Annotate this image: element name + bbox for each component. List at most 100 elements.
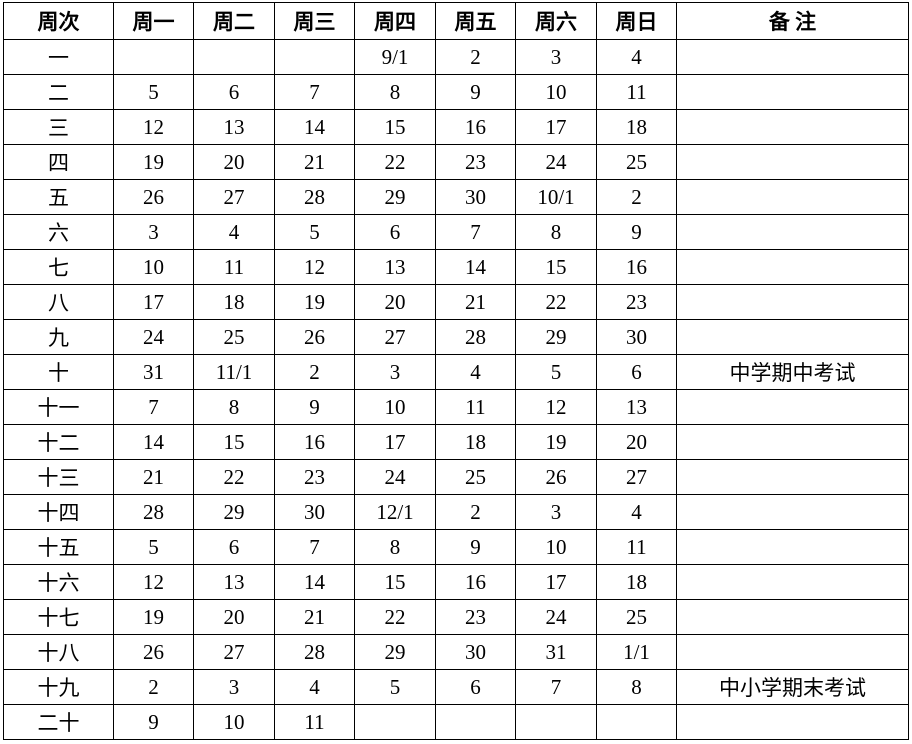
- day-cell: 10: [113, 249, 194, 285]
- header-cell: 周次: [3, 2, 114, 40]
- note-cell: 中小学期末考试: [676, 669, 909, 705]
- day-cell: [274, 39, 355, 75]
- note-cell: 中学期中考试: [676, 354, 909, 390]
- day-cell: 2: [274, 354, 355, 390]
- header-cell: 周日: [596, 2, 677, 40]
- day-cell: 7: [274, 529, 355, 565]
- table-row: 五 26 27 28 29 30 10/1 2: [3, 179, 909, 215]
- table-row: 十三 21 22 23 24 25 26 27: [3, 459, 909, 495]
- day-cell: 26: [515, 459, 597, 495]
- week-cell: 十九: [3, 669, 114, 705]
- table-row: 二十 9 10 11: [3, 704, 909, 740]
- day-cell: 31: [113, 354, 194, 390]
- day-cell: 10: [354, 389, 436, 425]
- day-cell: 28: [435, 319, 516, 355]
- day-cell: 25: [596, 599, 677, 635]
- day-cell: 18: [193, 284, 275, 320]
- day-cell: 10: [193, 704, 275, 740]
- day-cell: 3: [354, 354, 436, 390]
- day-cell: 23: [435, 599, 516, 635]
- day-cell: 30: [435, 179, 516, 215]
- day-cell: 28: [274, 634, 355, 670]
- day-cell: 13: [354, 249, 436, 285]
- table-row: 七 10 11 12 13 14 15 16: [3, 249, 909, 285]
- day-cell: 2: [435, 39, 516, 75]
- day-cell: 17: [515, 109, 597, 145]
- table-row: 九 24 25 26 27 28 29 30: [3, 319, 909, 355]
- week-cell: 二十: [3, 704, 114, 740]
- day-cell: 20: [596, 424, 677, 460]
- day-cell: 6: [193, 74, 275, 110]
- day-cell: 30: [435, 634, 516, 670]
- day-cell: 3: [515, 39, 597, 75]
- header-cell: 周五: [435, 2, 516, 40]
- table-row: 八 17 18 19 20 21 22 23: [3, 284, 909, 320]
- week-cell: 一: [3, 39, 114, 75]
- day-cell: 18: [435, 424, 516, 460]
- day-cell: 12: [113, 109, 194, 145]
- day-cell: 14: [274, 109, 355, 145]
- week-cell: 十四: [3, 494, 114, 530]
- day-cell: 19: [113, 144, 194, 180]
- day-cell: 2: [435, 494, 516, 530]
- week-cell: 十五: [3, 529, 114, 565]
- header-cell: 周三: [274, 2, 355, 40]
- day-cell: 18: [596, 109, 677, 145]
- note-cell: [676, 214, 909, 250]
- table-row: 十六 12 13 14 15 16 17 18: [3, 564, 909, 600]
- table-row: 十八 26 27 28 29 30 31 1/1: [3, 634, 909, 670]
- note-cell: [676, 109, 909, 145]
- day-cell: 11/1: [193, 354, 275, 390]
- day-cell: [354, 704, 436, 740]
- day-cell: 14: [274, 564, 355, 600]
- day-cell: 26: [113, 179, 194, 215]
- week-cell: 五: [3, 179, 114, 215]
- day-cell: 2: [113, 669, 194, 705]
- day-cell: 25: [435, 459, 516, 495]
- week-cell: 六: [3, 214, 114, 250]
- day-cell: 24: [515, 599, 597, 635]
- day-cell: 27: [193, 634, 275, 670]
- day-cell: 4: [596, 494, 677, 530]
- header-row: 周次 周一 周二 周三 周四 周五 周六 周日备 注: [3, 2, 909, 40]
- table-row: 十九 2 3 4 5 6 7 8 中小学期末考试: [3, 669, 909, 705]
- day-cell: 5: [274, 214, 355, 250]
- day-cell: 31: [515, 634, 597, 670]
- note-cell: [676, 424, 909, 460]
- day-cell: 13: [193, 109, 275, 145]
- day-cell: 3: [113, 214, 194, 250]
- day-cell: 28: [274, 179, 355, 215]
- note-cell: [676, 564, 909, 600]
- day-cell: 5: [113, 74, 194, 110]
- day-cell: 7: [274, 74, 355, 110]
- day-cell: 5: [354, 669, 436, 705]
- day-cell: 11: [596, 529, 677, 565]
- day-cell: 21: [435, 284, 516, 320]
- day-cell: 29: [354, 179, 436, 215]
- day-cell: 23: [435, 144, 516, 180]
- day-cell: 6: [193, 529, 275, 565]
- week-cell: 八: [3, 284, 114, 320]
- day-cell: 23: [274, 459, 355, 495]
- week-cell: 十七: [3, 599, 114, 635]
- week-cell: 十一: [3, 389, 114, 425]
- day-cell: 15: [193, 424, 275, 460]
- week-cell: 十三: [3, 459, 114, 495]
- day-cell: 12: [274, 249, 355, 285]
- day-cell: 15: [354, 564, 436, 600]
- day-cell: 9: [274, 389, 355, 425]
- day-cell: 19: [274, 284, 355, 320]
- week-cell: 三: [3, 109, 114, 145]
- day-cell: 20: [193, 599, 275, 635]
- note-cell: [676, 144, 909, 180]
- day-cell: 10/1: [515, 179, 597, 215]
- day-cell: 14: [113, 424, 194, 460]
- note-cell: [676, 459, 909, 495]
- day-cell: 16: [435, 109, 516, 145]
- day-cell: 14: [435, 249, 516, 285]
- day-cell: 26: [113, 634, 194, 670]
- note-cell: [676, 494, 909, 530]
- table-row: 十 31 11/1 2 3 4 5 6 中学期中考试: [3, 354, 909, 390]
- day-cell: 6: [354, 214, 436, 250]
